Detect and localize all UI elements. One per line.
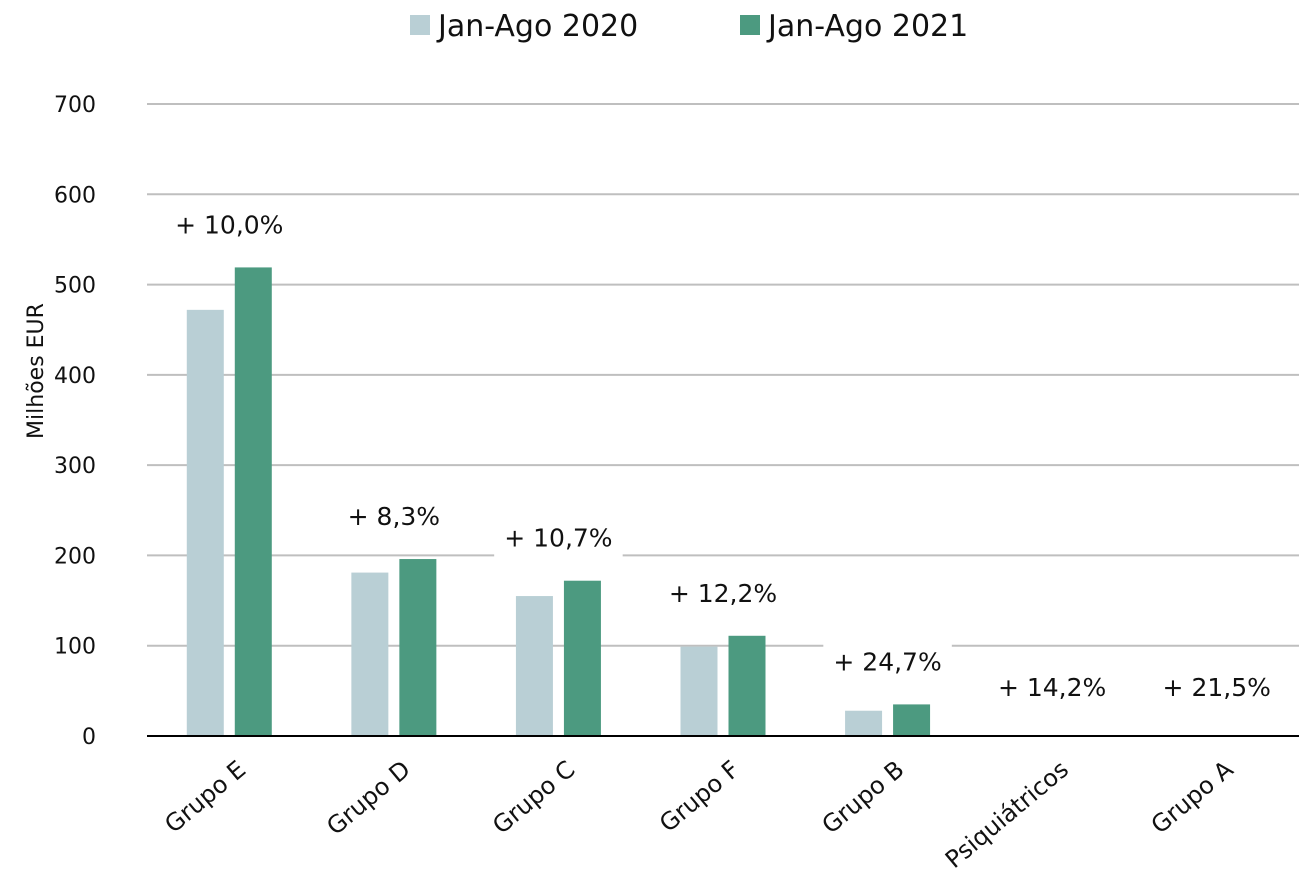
gridlines xyxy=(147,103,1299,647)
bar-2021 xyxy=(234,267,272,736)
legend-label-2021: Jan-Ago 2021 xyxy=(766,9,968,44)
x-tick-label: Psiquiátricos xyxy=(940,755,1074,874)
legend-swatch-2020 xyxy=(410,15,430,35)
x-tick-labels: Grupo E Grupo D Grupo C Grupo F Grupo B Psiqu… xyxy=(159,755,1239,874)
change-annotation: + 8,3% xyxy=(348,502,440,531)
x-tick-label: Grupo E xyxy=(159,755,251,838)
bar-2021 xyxy=(893,704,931,736)
legend: Jan-Ago 2020 Jan-Ago 2021 xyxy=(410,9,968,44)
change-annotation: + 12,2% xyxy=(669,579,777,608)
change-annotations: + 10,0% + 8,3% + 10,7% + 12,2% + 24,7% + 14,2… xyxy=(165,207,1281,706)
y-tick-label: 500 xyxy=(54,274,96,299)
x-tick-label: Grupo A xyxy=(1146,755,1239,840)
y-tick-label: 400 xyxy=(54,364,96,389)
change-annotation: + 24,7% xyxy=(833,647,941,676)
annotation-background xyxy=(1152,670,1281,706)
bars xyxy=(186,267,1260,736)
annotation-background xyxy=(823,644,952,681)
annotation-background xyxy=(337,499,451,536)
annotation-background xyxy=(658,575,788,612)
y-tick-label: 100 xyxy=(54,635,96,660)
legend-label-2020: Jan-Ago 2020 xyxy=(436,9,638,44)
y-tick-label: 600 xyxy=(54,183,96,208)
bar-2020 xyxy=(186,309,224,736)
x-tick-label: Grupo F xyxy=(654,755,745,838)
x-tick-label: Grupo D xyxy=(321,755,415,841)
change-annotation: + 21,5% xyxy=(1163,673,1271,702)
y-tick-label: 700 xyxy=(54,93,96,118)
bar-2021 xyxy=(728,635,766,736)
y-tick-labels: 0 100 200 300 400 500 600 700 xyxy=(54,93,96,750)
bar-2020 xyxy=(680,646,718,736)
x-tick-label: Grupo C xyxy=(487,755,580,839)
x-tick-label: Grupo B xyxy=(817,755,910,839)
change-annotation: + 14,2% xyxy=(998,673,1106,702)
bar-2021 xyxy=(399,559,437,736)
y-tick-label: 0 xyxy=(82,725,96,750)
annotation-background xyxy=(165,207,294,244)
y-tick-label: 300 xyxy=(54,454,96,479)
change-annotation: + 10,0% xyxy=(175,210,283,239)
change-annotation: + 10,7% xyxy=(504,524,612,553)
bar-2021 xyxy=(563,580,601,736)
legend-swatch-2021 xyxy=(740,15,760,35)
annotation-background xyxy=(494,520,623,557)
y-axis-label: Milhões EUR xyxy=(24,303,49,439)
bar-2020 xyxy=(351,572,389,736)
annotation-background xyxy=(987,670,1117,706)
bar-2020 xyxy=(515,596,553,736)
y-tick-label: 200 xyxy=(54,544,96,569)
bar-2020 xyxy=(845,710,883,736)
